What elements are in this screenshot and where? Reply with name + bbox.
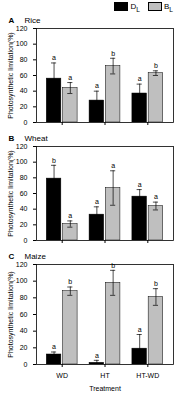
svg-text:a: a (68, 212, 72, 219)
svg-text:a: a (111, 162, 115, 169)
svg-text:Wheat: Wheat (25, 134, 49, 143)
svg-text:80: 80 (20, 174, 28, 181)
svg-text:100: 100 (16, 277, 28, 284)
html-text:DL: DL (130, 1, 140, 13)
svg-text:b: b (111, 50, 115, 57)
svg-text:40: 40 (20, 205, 28, 212)
svg-text:A: A (9, 16, 15, 25)
svg-text:0: 0 (24, 119, 28, 126)
svg-text:HT: HT (100, 372, 110, 379)
svg-text:0: 0 (24, 237, 28, 244)
svg-text:a: a (95, 352, 99, 359)
svg-text:a: a (138, 326, 142, 333)
svg-text:b: b (154, 62, 158, 69)
svg-text:b: b (52, 157, 56, 164)
svg-text:WD: WD (56, 372, 68, 379)
svg-text:a: a (138, 181, 142, 188)
svg-text:0: 0 (24, 361, 28, 368)
svg-text:80: 80 (20, 56, 28, 63)
svg-text:Photosynthetic limitation(%): Photosynthetic limitation(%) (7, 150, 15, 236)
svg-text:a: a (154, 193, 158, 200)
svg-text:20: 20 (20, 103, 28, 110)
svg-text:Maize: Maize (25, 252, 47, 261)
svg-text:a: a (138, 75, 142, 82)
svg-text:a: a (68, 74, 72, 81)
svg-text:60: 60 (20, 311, 28, 318)
svg-text:100: 100 (16, 158, 28, 165)
svg-text:100: 100 (16, 40, 28, 47)
svg-text:40: 40 (20, 327, 28, 334)
svg-text:120: 120 (16, 25, 28, 32)
svg-text:b: b (68, 278, 72, 285)
svg-text:a: a (95, 198, 99, 205)
svg-text:60: 60 (20, 190, 28, 197)
svg-text:20: 20 (20, 221, 28, 228)
svg-text:a: a (95, 82, 99, 89)
svg-text:C: C (9, 252, 15, 261)
svg-text:80: 80 (20, 294, 28, 301)
svg-text:b: b (154, 280, 158, 287)
svg-text:20: 20 (20, 344, 28, 351)
svg-text:120: 120 (16, 261, 28, 268)
svg-text:60: 60 (20, 72, 28, 79)
svg-text:Photosynthetic limitation(%): Photosynthetic limitation(%) (7, 271, 15, 357)
svg-text:Photosynthetic limitation(%): Photosynthetic limitation(%) (7, 32, 15, 118)
html-text:BL: BL (164, 1, 173, 13)
svg-text:Treatment: Treatment (89, 385, 121, 392)
svg-text:b: b (111, 262, 115, 269)
svg-text:Rice: Rice (25, 16, 42, 25)
svg-text:HT-WD: HT-WD (136, 372, 159, 379)
svg-text:120: 120 (16, 143, 28, 150)
svg-text:B: B (9, 134, 15, 143)
svg-text:a: a (52, 343, 56, 350)
svg-text:40: 40 (20, 87, 28, 94)
svg-text:a: a (52, 54, 56, 61)
